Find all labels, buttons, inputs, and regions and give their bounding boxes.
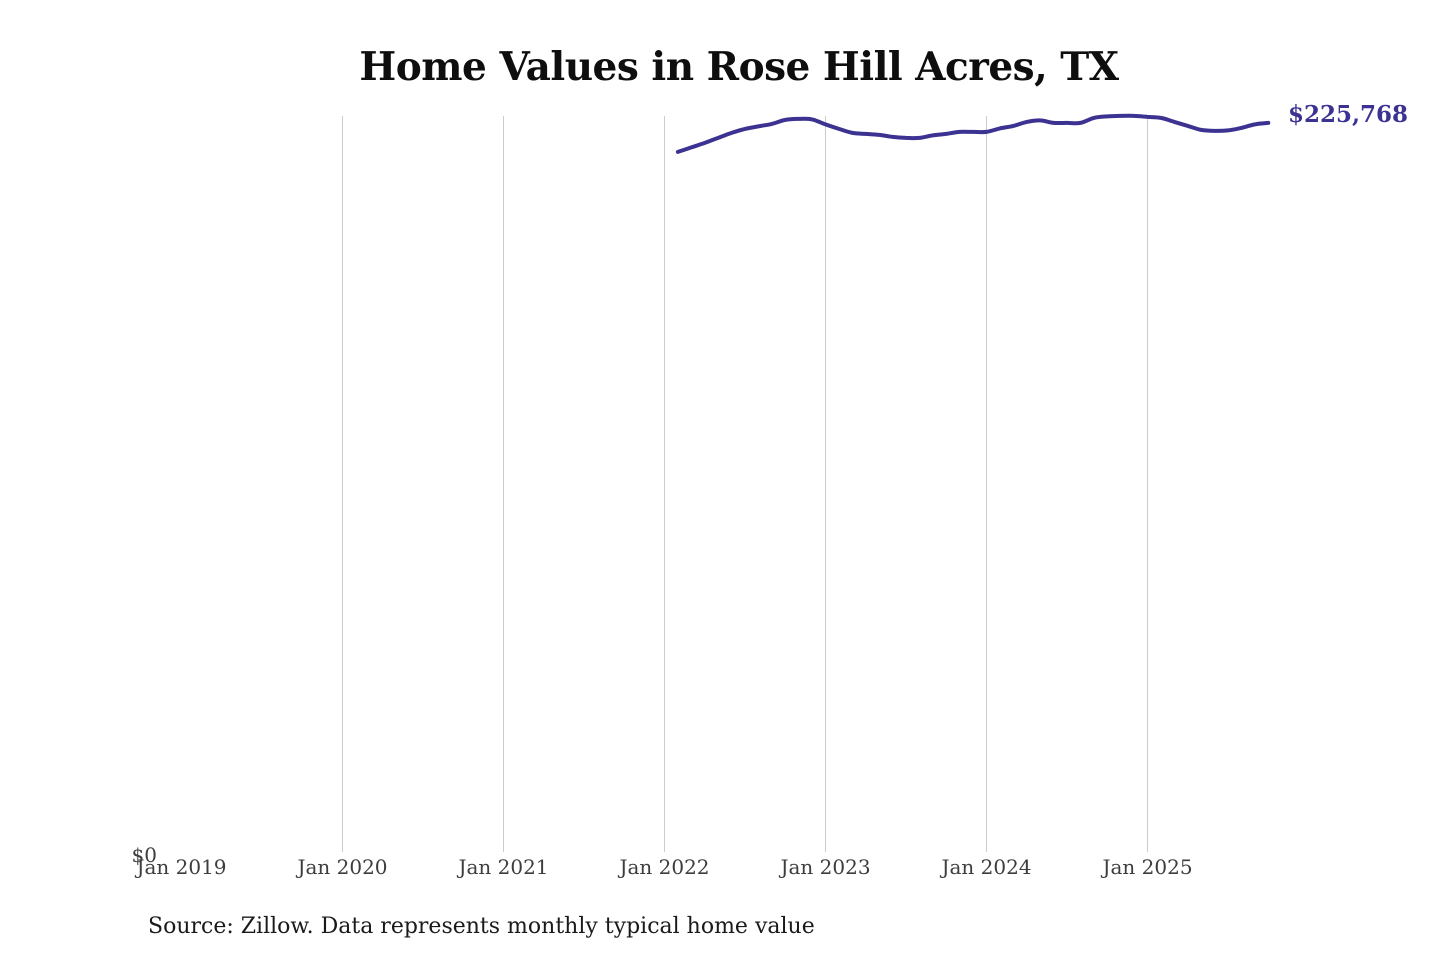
- y-zero-label: $0: [131, 843, 157, 867]
- latest-value-label: $225,768: [1288, 101, 1409, 128]
- x-tick-label-jan-2024: Jan 2024: [941, 855, 1032, 879]
- source-note: Source: Zillow. Data represents monthly …: [148, 914, 815, 939]
- x-tick-label-jan-2019: Jan 2019: [136, 855, 227, 879]
- x-tick-label-jan-2023: Jan 2023: [780, 855, 871, 879]
- x-tick-label-jan-2025: Jan 2025: [1102, 855, 1193, 879]
- home-value-line: [675, 113, 1271, 154]
- x-tick-label-jan-2020: Jan 2020: [297, 855, 388, 879]
- x-tick-label-jan-2022: Jan 2022: [619, 855, 710, 879]
- chart-title: Home Values in Rose Hill Acres, TX: [359, 44, 1119, 90]
- x-tick-label-jan-2021: Jan 2021: [458, 855, 549, 879]
